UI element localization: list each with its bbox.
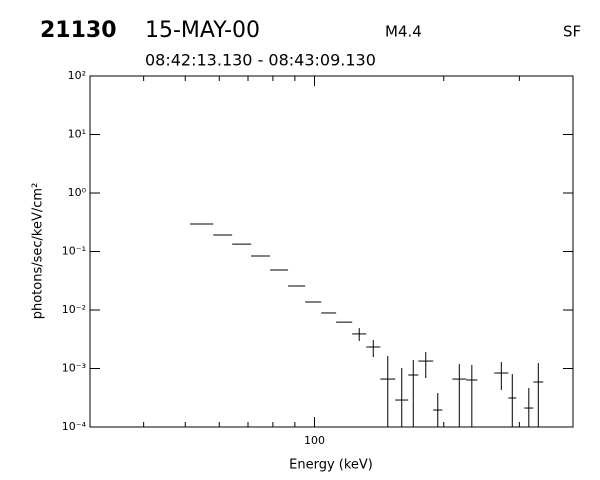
y-axis-label: photons/sec/keV/cm² — [31, 183, 46, 320]
plot-frame — [89, 75, 574, 428]
date: 15-MAY-00 — [145, 18, 260, 43]
y-tick-label: 10² — [68, 69, 86, 82]
data-points — [190, 223, 544, 427]
burst-id: 21130 — [40, 18, 117, 43]
station: SF — [563, 23, 581, 41]
y-tick-label: 10⁻¹ — [62, 245, 86, 258]
x-tick-label: 100 — [304, 434, 325, 447]
y-tick-label: 10⁰ — [68, 186, 87, 199]
y-tick-label: 10¹ — [68, 128, 86, 141]
y-tick-label: 10⁻⁴ — [62, 420, 87, 433]
x-axis-label: Energy (keV) — [289, 458, 373, 473]
y-tick-label: 10⁻² — [62, 303, 86, 316]
y-tick-label: 10⁻³ — [62, 362, 86, 375]
time-range: 08:42:13.130 - 08:43:09.130 — [145, 51, 376, 70]
flare-class: M4.4 — [385, 23, 422, 41]
